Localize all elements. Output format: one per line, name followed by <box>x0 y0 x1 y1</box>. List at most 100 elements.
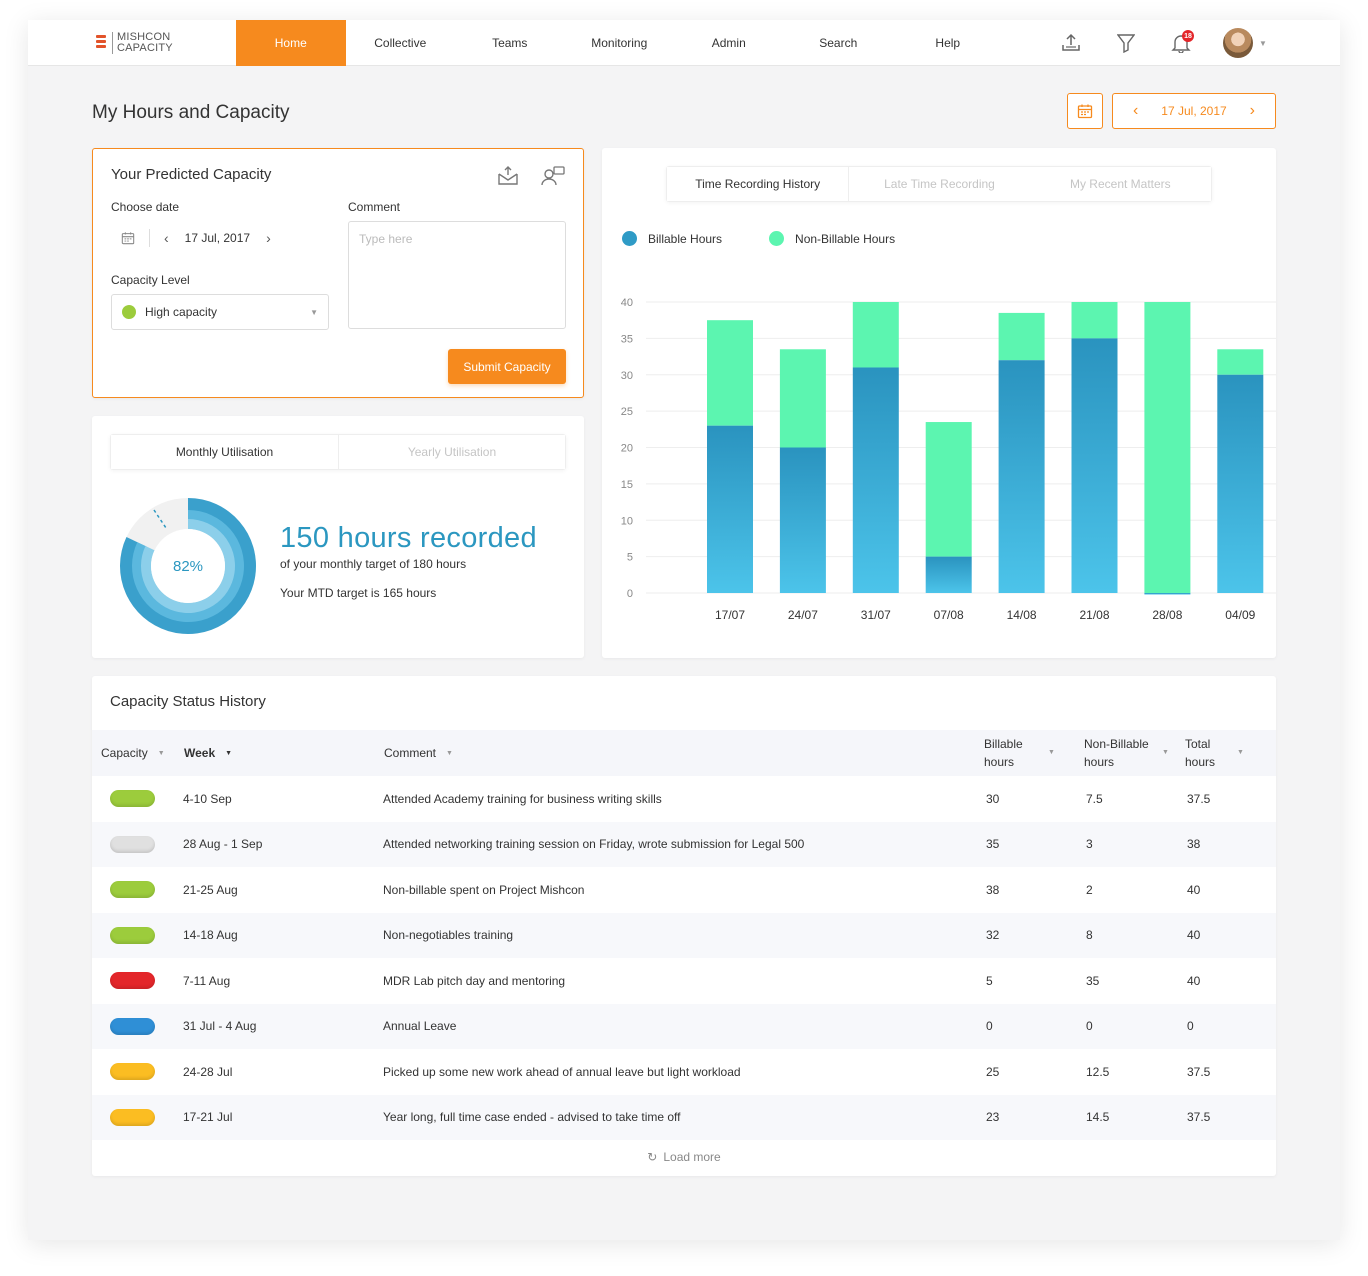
comment-cell: Non-billable spent on Project Mishcon <box>383 882 585 897</box>
top-nav: MISHCON CAPACITY Home Collective Teams Moni… <box>28 20 1340 66</box>
app-frame: MISHCON CAPACITY Home Collective Teams Moni… <box>28 20 1340 1240</box>
comment-cell: Attended networking training session on … <box>383 837 805 852</box>
billable-cell: 25 <box>986 1064 1000 1079</box>
load-more-button[interactable]: ↻ Load more <box>647 1150 721 1164</box>
y-tick-label: 15 <box>621 479 633 491</box>
legend-billable[interactable]: Billable Hours <box>622 231 722 246</box>
table-row[interactable]: 4-10 Sep Attended Academy training for bu… <box>92 776 1276 822</box>
column-billable-hours[interactable]: Billable hours ▼ <box>984 737 1055 769</box>
bar-non-billable[interactable] <box>998 312 1045 361</box>
table-row[interactable]: 31 Jul - 4 Aug Annual Leave 0 0 0 <box>92 1003 1276 1049</box>
nav-item-monitoring[interactable]: Monitoring <box>591 36 648 50</box>
chevron-right-icon[interactable]: › <box>266 230 271 246</box>
column-total-hours[interactable]: Total hours ▼ <box>1185 737 1244 769</box>
table-row[interactable]: 17-21 Jul Year long, full time case ended… <box>92 1094 1276 1140</box>
x-tick-label: 31/07 <box>861 608 891 622</box>
chevron-left-icon[interactable]: ‹ <box>164 230 169 246</box>
calendar-button[interactable] <box>1067 93 1103 129</box>
bar-non-billable[interactable] <box>1071 302 1118 339</box>
bar-billable[interactable] <box>779 447 826 594</box>
tab-monthly-utilisation[interactable]: Monthly Utilisation <box>111 435 338 469</box>
bar-non-billable[interactable] <box>1144 302 1191 593</box>
table-row[interactable]: 28 Aug - 1 Sep Attended networking traini… <box>92 821 1276 867</box>
utilisation-donut: 82% <box>119 498 256 634</box>
column-non-billable-hours[interactable]: Non-Billable hours ▼ <box>1084 737 1169 769</box>
mtd-target-text: Your MTD target is 165 hours <box>280 586 437 600</box>
tab-late-time-recording[interactable]: Late Time Recording <box>848 167 1030 201</box>
nav-item-help[interactable]: Help <box>935 36 961 50</box>
total-cell: 40 <box>1187 882 1201 897</box>
billable-cell: 0 <box>986 1019 993 1034</box>
x-tick-label: 24/07 <box>788 608 818 622</box>
utilisation-card: Monthly Utilisation Yearly Utilisation 8… <box>92 416 584 658</box>
avatar[interactable] <box>1223 28 1253 58</box>
bar-non-billable[interactable] <box>925 422 972 557</box>
bar-billable[interactable] <box>1217 374 1264 593</box>
chevron-right-icon[interactable]: › <box>1249 102 1255 119</box>
tab-yearly-utilisation[interactable]: Yearly Utilisation <box>338 435 565 469</box>
bar-billable[interactable] <box>707 425 753 593</box>
comment-cell: Annual Leave <box>383 1019 457 1034</box>
total-cell: 37.5 <box>1187 1064 1211 1079</box>
y-tick-label: 5 <box>627 552 633 564</box>
column-week[interactable]: Week ▼ <box>184 746 233 760</box>
week-cell: 28 Aug - 1 Sep <box>183 837 263 852</box>
billable-cell: 5 <box>986 973 993 988</box>
capacity-level-select[interactable]: High capacity ▼ <box>111 294 329 330</box>
export-mail-icon[interactable] <box>497 165 519 187</box>
bar-non-billable[interactable] <box>852 302 899 368</box>
bar-billable[interactable] <box>998 360 1045 593</box>
upload-icon[interactable] <box>1058 30 1084 56</box>
tab-time-recording-history[interactable]: Time Recording History <box>667 167 849 201</box>
nav-item-teams[interactable]: Teams <box>492 36 528 50</box>
bar-non-billable[interactable] <box>779 349 826 448</box>
logo-mark-icon <box>96 35 106 51</box>
table-row[interactable]: 7-11 Aug MDR Lab pitch day and mentoring 5… <box>92 958 1276 1004</box>
bar-billable[interactable] <box>925 556 972 593</box>
x-tick-label: 14/08 <box>1007 608 1037 622</box>
table-row[interactable]: 21-25 Aug Non-billable spent on Project M… <box>92 867 1276 913</box>
filter-icon[interactable] <box>1113 30 1139 56</box>
nav-item-home[interactable]: Home <box>236 20 346 66</box>
total-cell: 40 <box>1187 928 1201 943</box>
bar-billable[interactable] <box>1071 338 1118 593</box>
bar-non-billable[interactable] <box>707 320 753 426</box>
chevron-down-icon[interactable]: ▼ <box>1259 38 1267 48</box>
nav-item-admin[interactable]: Admin <box>711 36 746 50</box>
capacity-status-pill <box>110 972 155 990</box>
bar-non-billable[interactable] <box>1217 349 1264 375</box>
comment-input[interactable] <box>348 221 566 329</box>
comment-cell: Non-negotiables training <box>383 928 514 943</box>
y-tick-label: 0 <box>627 588 633 600</box>
submit-capacity-button[interactable]: Submit Capacity <box>448 349 566 384</box>
non-billable-cell: 2 <box>1086 882 1093 897</box>
y-tick-label: 30 <box>621 370 633 382</box>
user-chat-icon[interactable] <box>541 165 565 187</box>
monthly-target-text: of your monthly target of 180 hours <box>280 557 467 571</box>
legend-non-billable[interactable]: Non-Billable Hours <box>769 231 895 246</box>
nav-item-collective[interactable]: Collective <box>374 36 427 50</box>
non-billable-cell: 35 <box>1086 973 1100 988</box>
bar-billable[interactable] <box>852 367 899 593</box>
comment-cell: Attended Academy training for business w… <box>383 791 662 806</box>
non-billable-cell: 12.5 <box>1086 1064 1110 1079</box>
column-capacity[interactable]: Capacity ▼ <box>101 746 165 760</box>
total-cell: 38 <box>1187 837 1201 852</box>
table-row[interactable]: 14-18 Aug Non-negotiables training 32 8 40 <box>92 912 1276 958</box>
selected-date: 17 Jul, 2017 <box>184 231 251 245</box>
non-billable-cell: 0 <box>1086 1019 1093 1034</box>
nav-item-search[interactable]: Search <box>819 36 858 50</box>
logo-line-1: MISHCON <box>117 31 171 43</box>
sort-icon: ▼ <box>157 749 165 757</box>
predicted-capacity-card: Your Predicted Capacity Choose date ‹ 17… <box>92 148 584 398</box>
time-recording-card: Time Recording History Late Time Recordi… <box>602 148 1276 658</box>
bar-billable[interactable] <box>1144 593 1191 595</box>
bell-icon[interactable]: 18 <box>1168 30 1194 56</box>
logo[interactable]: MISHCON CAPACITY <box>96 30 173 56</box>
column-comment[interactable]: Comment ▼ <box>384 746 453 760</box>
table-row[interactable]: 24-28 Jul Picked up some new work ahead o… <box>92 1049 1276 1095</box>
chevron-left-icon[interactable]: ‹ <box>1133 102 1139 119</box>
hours-recorded-headline: 150 hours recorded <box>280 522 537 554</box>
tab-my-recent-matters[interactable]: My Recent Matters <box>1029 167 1211 201</box>
calendar-icon[interactable] <box>121 231 135 245</box>
